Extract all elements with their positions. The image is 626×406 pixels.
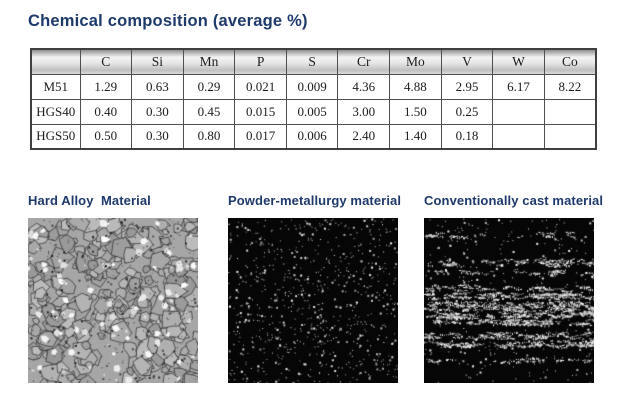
column-header-co: Co: [543, 48, 597, 75]
column-header-v: V: [440, 48, 494, 75]
table-cell: 8.22: [543, 73, 597, 100]
composition-table: C Si Mn P S Cr Mo V W Co M51 1.29 0.63 0.29 0.021 0.00…: [30, 48, 597, 150]
micrograph-label-hard-alloy: Hard Alloy Material: [28, 193, 151, 208]
column-header-cr: Cr: [337, 48, 391, 75]
table-cell: [543, 123, 597, 150]
table-cell: 6.17: [492, 73, 545, 100]
table-cell: 0.005: [285, 98, 339, 125]
micrograph-column-powder-metallurgy: Powder-metallurgy material: [228, 193, 406, 383]
table-cell: 1.29: [79, 73, 133, 100]
row-label: HGS50: [30, 123, 81, 150]
row-label: HGS40: [30, 98, 81, 125]
table-row: HGS50 0.50 0.30 0.80 0.017 0.006 2.40 1.40 0.18: [30, 123, 597, 150]
table-row: HGS40 0.40 0.30 0.45 0.015 0.005 3.00 1.50 0.25: [30, 98, 597, 125]
table-cell: 0.30: [131, 98, 184, 125]
table-cell: 0.45: [182, 98, 236, 125]
composition-table-body: M51 1.29 0.63 0.29 0.021 0.009 4.36 4.88 2.95 6.1…: [30, 73, 597, 150]
table-cell: 3.00: [337, 98, 391, 125]
table-cell: 0.40: [79, 98, 133, 125]
table-cell: 0.021: [234, 73, 287, 100]
table-cell: 0.80: [182, 123, 236, 150]
table-header-row: C Si Mn P S Cr Mo V W Co: [30, 48, 597, 75]
table-cell: 0.30: [131, 123, 184, 150]
micrograph-label-conventionally-cast: Conventionally cast material: [424, 193, 604, 208]
table-cell: 2.95: [440, 73, 494, 100]
micrograph-image-hard-alloy: [28, 218, 198, 383]
table-cell: 0.50: [79, 123, 133, 150]
table-cell: 0.25: [440, 98, 494, 125]
table-cell: 2.40: [337, 123, 391, 150]
table-cell: [492, 98, 545, 125]
column-header-c: C: [79, 48, 133, 75]
micrograph-column-conventionally-cast: Conventionally cast material: [424, 193, 604, 383]
micrograph-image-conventionally-cast: [424, 218, 594, 383]
table-cell: 0.63: [131, 73, 184, 100]
table-cell: 1.50: [389, 98, 442, 125]
composition-table-head: C Si Mn P S Cr Mo V W Co: [30, 48, 597, 75]
table-cell: 0.18: [440, 123, 494, 150]
micrograph-label-powder-metallurgy: Powder-metallurgy material: [228, 193, 402, 208]
micrograph-image-powder-metallurgy: [228, 218, 398, 383]
micrograph-column-hard-alloy: Hard Alloy Material: [28, 193, 198, 383]
table-cell: 0.006: [285, 123, 339, 150]
column-header-mn: Mn: [182, 48, 236, 75]
table-cell: 0.29: [182, 73, 236, 100]
table-cell: 4.88: [389, 73, 442, 100]
table-cell: [492, 123, 545, 150]
column-header-w: W: [492, 48, 545, 75]
table-cell: 0.015: [234, 98, 287, 125]
table-cell: 0.009: [285, 73, 339, 100]
column-header-p: P: [234, 48, 287, 75]
table-cell: 1.40: [389, 123, 442, 150]
column-header-si: Si: [131, 48, 184, 75]
table-cell: [543, 98, 597, 125]
column-header-blank: [30, 48, 81, 75]
table-row: M51 1.29 0.63 0.29 0.021 0.009 4.36 4.88 2.95 6.1…: [30, 73, 597, 100]
column-header-s: S: [285, 48, 339, 75]
table-cell: 4.36: [337, 73, 391, 100]
row-label: M51: [30, 73, 81, 100]
table-cell: 0.017: [234, 123, 287, 150]
column-header-mo: Mo: [389, 48, 442, 75]
page-title: Chemical composition (average %): [28, 12, 308, 30]
